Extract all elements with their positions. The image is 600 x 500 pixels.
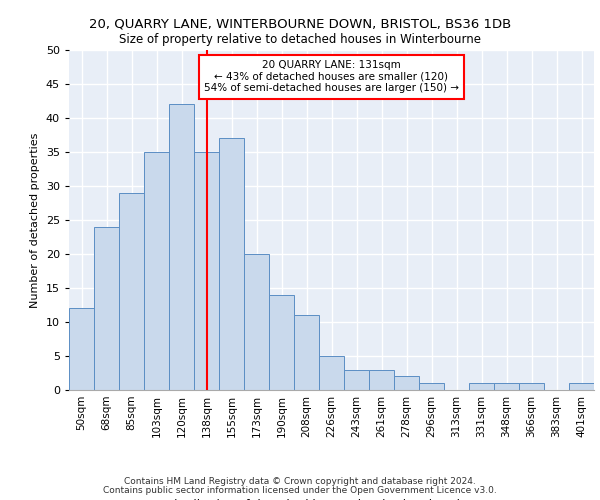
Bar [569,383,594,390]
Bar [519,383,544,390]
Bar [294,315,319,390]
Bar [119,193,144,390]
Bar [494,383,519,390]
Bar [369,370,394,390]
Bar [244,254,269,390]
Text: Contains public sector information licensed under the Open Government Licence v3: Contains public sector information licen… [103,486,497,495]
Bar [69,308,94,390]
Y-axis label: Number of detached properties: Number of detached properties [30,132,40,308]
Text: Contains HM Land Registry data © Crown copyright and database right 2024.: Contains HM Land Registry data © Crown c… [124,477,476,486]
Bar [219,138,244,390]
Bar [144,152,169,390]
Text: 20, QUARRY LANE, WINTERBOURNE DOWN, BRISTOL, BS36 1DB: 20, QUARRY LANE, WINTERBOURNE DOWN, BRIS… [89,18,511,30]
Bar [319,356,344,390]
Bar [394,376,419,390]
Bar [469,383,494,390]
Bar [419,383,444,390]
Bar [169,104,194,390]
Text: 20 QUARRY LANE: 131sqm
← 43% of detached houses are smaller (120)
54% of semi-de: 20 QUARRY LANE: 131sqm ← 43% of detached… [204,60,459,94]
Bar [269,295,294,390]
Bar [344,370,369,390]
Text: Size of property relative to detached houses in Winterbourne: Size of property relative to detached ho… [119,32,481,46]
Bar [194,152,219,390]
Bar [94,227,119,390]
